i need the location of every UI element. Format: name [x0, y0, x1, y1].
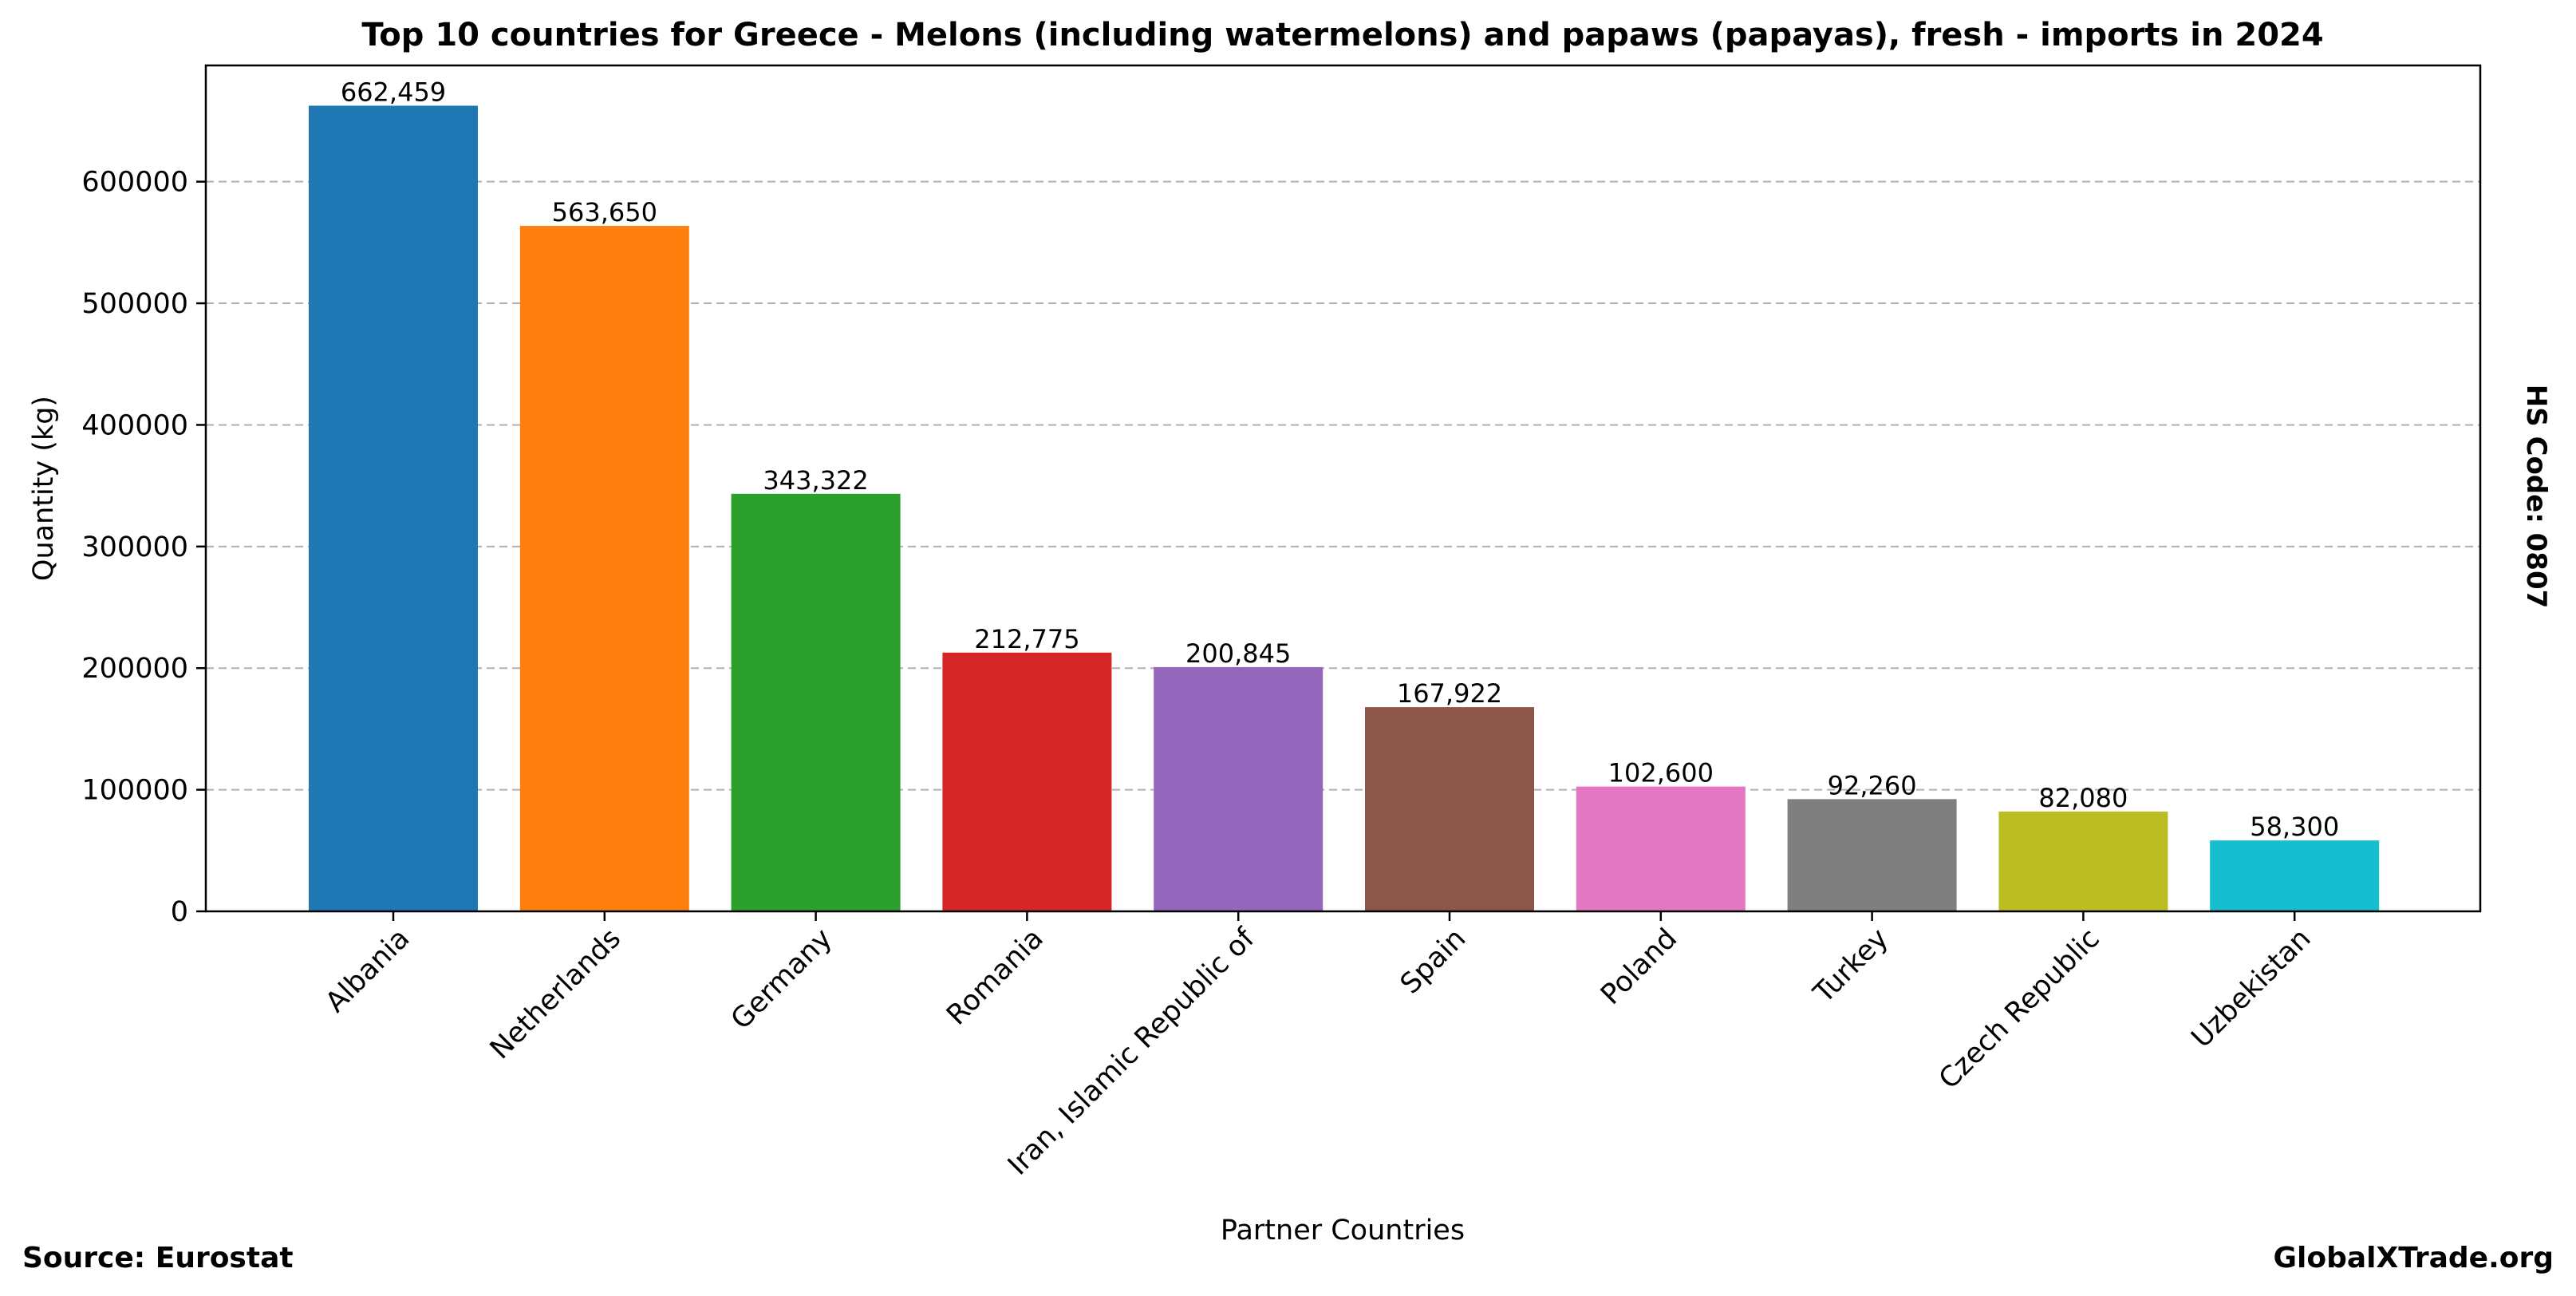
bar-value-label: 92,260: [1828, 770, 1917, 800]
bar-netherlands: [519, 226, 689, 912]
x-tick-label: Turkey: [1807, 923, 1895, 1010]
bar-poland: [1576, 786, 1746, 911]
x-tick-label: Albania: [320, 923, 416, 1019]
y-tick-label: 200000: [81, 653, 188, 685]
plot-frame: [204, 64, 2482, 913]
y-tick-label: 500000: [81, 288, 188, 320]
y-tick-label: 0: [171, 896, 188, 928]
bar-albania: [309, 105, 478, 911]
y-axis-label: Quantity (kg): [28, 396, 60, 581]
hs-code-label: HS Code: 0807: [2521, 385, 2552, 609]
x-tick-label: Iran, Islamic Republic of: [1002, 923, 1261, 1182]
bars: [309, 105, 2380, 912]
x-tick-label: Romania: [941, 923, 1050, 1032]
x-tick-label: Poland: [1595, 923, 1683, 1011]
x-tick-label: Czech Republic: [1933, 923, 2106, 1096]
bar-czech-republic: [1998, 811, 2168, 911]
y-tick-label: 300000: [81, 531, 188, 563]
bar-value-labels: 662,459 563,650 343,322 212,775 200,845 167,9…: [341, 77, 2339, 842]
bar-iran-islamic-republic-of: [1154, 666, 1324, 911]
y-tick-label: 400000: [81, 409, 188, 441]
bar-value-label: 200,845: [1185, 638, 1291, 669]
bar-value-label: 167,922: [1397, 678, 1502, 709]
bar-value-label: 82,080: [2038, 783, 2128, 813]
y-axis-ticks: 0 100000 200000 300000 400000 500000 600000: [81, 167, 206, 928]
x-tick-label: Spain: [1395, 923, 1472, 1000]
bar-value-label: 58,300: [2250, 812, 2339, 842]
x-tick-label: Germany: [725, 923, 838, 1036]
bar-value-label: 563,650: [552, 197, 657, 227]
brand-label: GlobalXTrade.org: [2273, 1242, 2554, 1274]
bar-turkey: [1787, 799, 1957, 911]
grid-lines: [206, 180, 2480, 791]
bar-romania: [942, 652, 1112, 911]
bar-value-label: 662,459: [341, 77, 446, 107]
bar-uzbekistan: [2210, 840, 2380, 911]
hs-code-label-wrapper: HS Code: 0807: [2521, 385, 2552, 609]
source-note: Source: Eurostat: [22, 1242, 294, 1274]
bar-germany: [731, 493, 901, 911]
y-tick-label: 600000: [81, 167, 188, 199]
x-tick-label: Netherlands: [484, 923, 627, 1065]
chart-title: Top 10 countries for Greece - Melons (in…: [361, 17, 2323, 53]
bar-value-label: 343,322: [763, 465, 868, 496]
x-axis-label: Partner Countries: [1221, 1215, 1465, 1247]
x-tick-label: Uzbekistan: [2186, 923, 2318, 1054]
bar-spain: [1365, 707, 1534, 911]
bar-value-label: 212,775: [974, 624, 1079, 654]
y-tick-label: 100000: [81, 775, 188, 807]
bar-value-label: 102,600: [1608, 758, 1714, 788]
